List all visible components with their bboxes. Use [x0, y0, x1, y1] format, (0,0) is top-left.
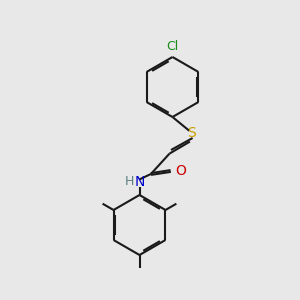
Text: O: O [175, 164, 186, 178]
Text: N: N [134, 175, 145, 189]
Text: S: S [187, 126, 196, 140]
Text: Cl: Cl [167, 40, 178, 53]
Text: H: H [125, 175, 135, 188]
